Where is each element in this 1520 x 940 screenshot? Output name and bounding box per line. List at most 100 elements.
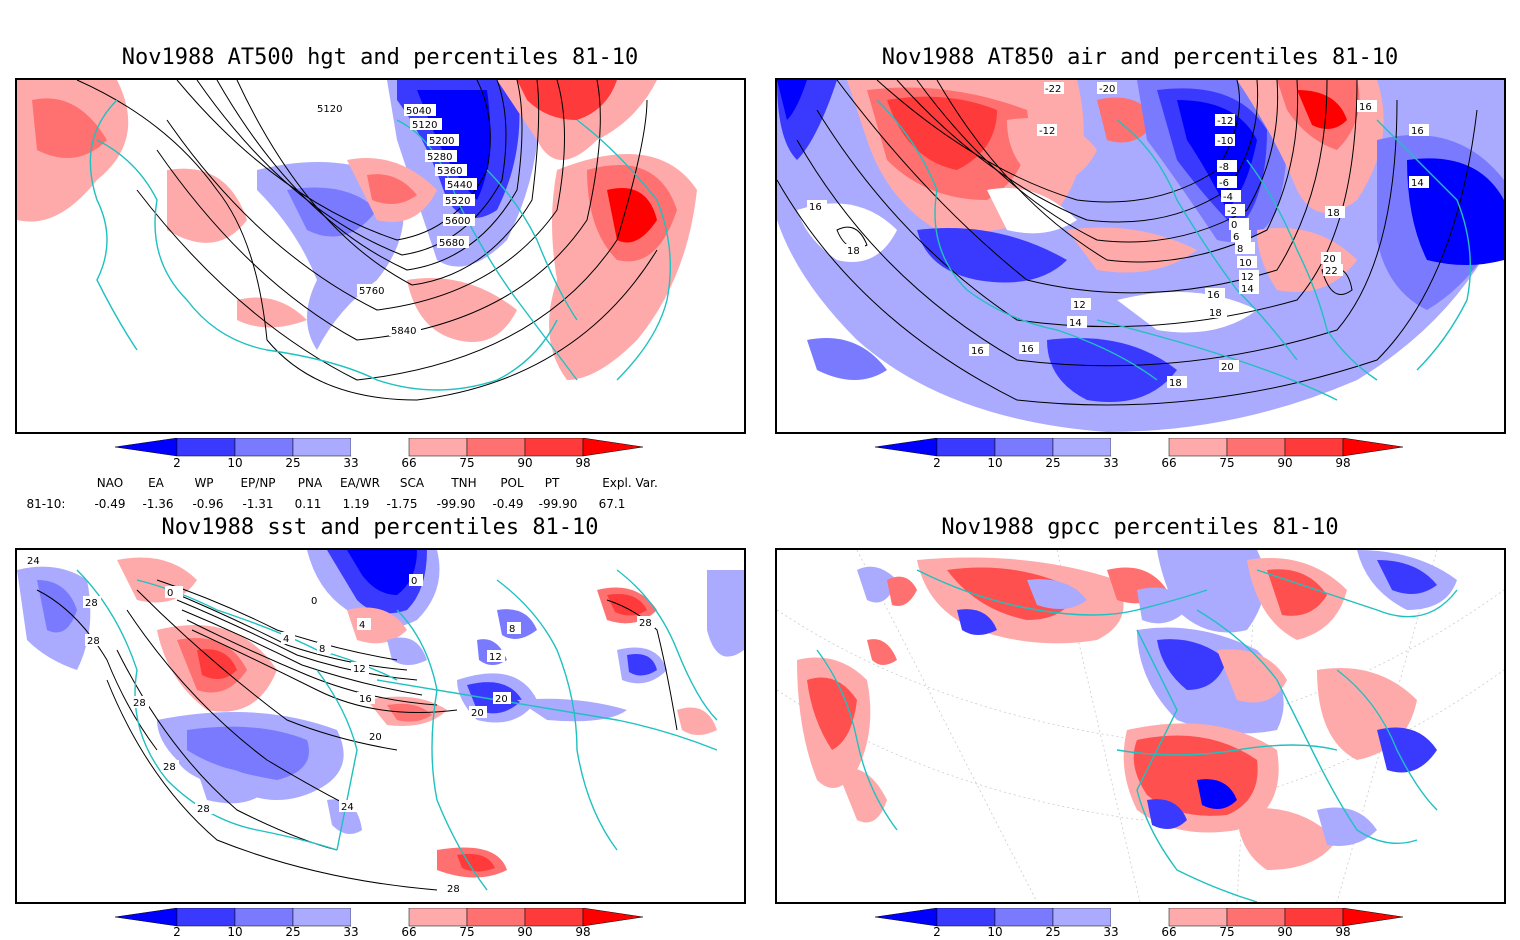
contour-label: 28 — [639, 618, 652, 629]
contour-label: 8 — [509, 624, 515, 635]
tele-header: WP — [194, 476, 214, 490]
colorbar-label: 2 — [933, 925, 941, 939]
contour-label: 5200 — [429, 136, 454, 147]
contour-label: 18 — [1209, 308, 1222, 319]
colorbar-label: 66 — [1161, 925, 1177, 939]
contour-label: 12 — [353, 664, 366, 675]
tele-header: Expl. Var. — [602, 476, 658, 490]
panel-title-gpcc: Nov1988 gpcc percentiles 81-10 — [941, 515, 1339, 540]
tele-header: EA/WR — [339, 476, 381, 490]
contour-label: 28 — [447, 884, 460, 895]
contour-label: -22 — [1045, 84, 1061, 95]
contour-label: -4 — [1223, 192, 1233, 203]
colorbar-label: 75 — [1219, 925, 1235, 939]
tele-value: -1.75 — [386, 497, 418, 511]
contour-label: 24 — [27, 556, 40, 567]
contour-label: 16 — [809, 202, 822, 213]
colorbar-label: 2 — [933, 456, 941, 470]
contour-label: 12 — [489, 652, 502, 663]
contour-label: 16 — [1021, 344, 1034, 355]
contour-label: 5040 — [406, 106, 431, 117]
contour-label: 4 — [283, 634, 289, 645]
colorbar-label: 98 — [575, 456, 591, 470]
contour-label: 20 — [1221, 362, 1234, 373]
contour-label: 28 — [163, 762, 176, 773]
contour-label: 28 — [87, 636, 100, 647]
tele-value: -1.36 — [142, 497, 174, 511]
contour-label: -12 — [1039, 126, 1055, 137]
map-air850: -22 -20 -12 -12 -10 -8 -6 -4 -2 0 6 8 10… — [775, 78, 1506, 434]
teleconnection-headers: NAO EA WP EP/NP PNA EA/WR SCA TNH POL PT… — [0, 476, 760, 492]
contour-label: 5840 — [391, 326, 416, 337]
contour-label: 5600 — [445, 216, 470, 227]
colorbar-bottom-right: 2 10 25 33 66 75 90 98 — [874, 907, 1405, 940]
contour-label: 5120 — [412, 120, 437, 131]
contour-label: 5280 — [427, 152, 452, 163]
colorbar-label: 25 — [285, 456, 301, 470]
contour-label: 14 — [1411, 178, 1424, 189]
colorbar-label: 75 — [1219, 456, 1235, 470]
tele-header: SCA — [399, 476, 425, 490]
tele-value: 67.1 — [598, 497, 626, 511]
colorbar-top-right: 2 10 25 33 66 75 90 98 — [874, 437, 1405, 478]
colorbar-label: 90 — [517, 925, 533, 939]
map-gpcc — [775, 548, 1506, 904]
contour-label: 16 — [1207, 290, 1220, 301]
colorbar-label: 2 — [173, 456, 181, 470]
colorbar-label: 90 — [1277, 456, 1293, 470]
teleconnection-values: 81-10: -0.49 -1.36 -0.96 -1.31 0.11 1.19… — [0, 497, 760, 513]
contour-label: 5360 — [437, 166, 462, 177]
contour-label: 5520 — [445, 196, 470, 207]
contour-label: 20 — [1323, 254, 1336, 265]
contour-label: 24 — [341, 802, 354, 813]
contour-label: 5680 — [439, 238, 464, 249]
contour-labels-air850: -22 -20 -12 -12 -10 -8 -6 -4 -2 0 6 8 10… — [807, 82, 1429, 389]
contour-label: -10 — [1217, 136, 1233, 147]
colorbar-label: 90 — [1277, 925, 1293, 939]
contour-label: 5440 — [447, 180, 472, 191]
colorbar-label: 25 — [1045, 456, 1061, 470]
contour-label: -8 — [1219, 162, 1229, 173]
contour-label: 10 — [1239, 258, 1252, 269]
colorbar-label: 75 — [459, 925, 475, 939]
contour-label: 0 — [411, 576, 417, 587]
contour-label: 28 — [133, 698, 146, 709]
tele-value: -99.90 — [538, 497, 578, 511]
contour-label: 14 — [1069, 318, 1082, 329]
contour-label: -12 — [1217, 116, 1233, 127]
contour-label: 20 — [369, 732, 382, 743]
tele-row-label: 81-10: — [26, 497, 66, 511]
colorbar-label: 75 — [459, 456, 475, 470]
contour-label: 18 — [1327, 208, 1340, 219]
tele-value: -99.90 — [436, 497, 476, 511]
colorbar-label: 10 — [987, 925, 1003, 939]
colorbar-label: 66 — [401, 456, 417, 470]
contour-label: 0 — [167, 588, 173, 599]
contour-label: 28 — [85, 598, 98, 609]
contour-label: 12 — [1241, 272, 1254, 283]
contour-labels-sst: 24 28 28 28 28 28 28 28 0 0 0 4 4 8 8 12… — [25, 554, 655, 895]
colorbar-bottom-left: 2 10 25 33 66 75 90 98 — [114, 907, 645, 940]
colorbar-label: 10 — [987, 456, 1003, 470]
panel-title-hgt500: Nov1988 AT500 hgt and percentiles 81-10 — [121, 45, 639, 70]
tele-header: PNA — [297, 476, 323, 490]
colorbar-label: 33 — [343, 456, 359, 470]
contour-label: 5120 — [317, 104, 342, 115]
map-hgt500: 5120 5040 5120 5200 5280 5360 5440 5520 … — [15, 78, 746, 434]
contour-label: 18 — [847, 246, 860, 257]
colorbar-label: 10 — [227, 925, 243, 939]
map-sst: 24 28 28 28 28 28 28 28 0 0 0 4 4 8 8 12… — [15, 548, 746, 904]
contour-label: 14 — [1241, 284, 1254, 295]
colorbar-label: 98 — [1335, 456, 1351, 470]
contour-label: 0 — [311, 596, 317, 607]
contour-label: 18 — [1169, 378, 1182, 389]
tele-value: -0.49 — [94, 497, 126, 511]
tele-value: -1.31 — [242, 497, 274, 511]
contour-label: 8 — [319, 644, 325, 655]
contour-label: 6 — [1233, 232, 1239, 243]
contour-label: 4 — [359, 620, 365, 631]
colorbar-label: 33 — [1103, 925, 1119, 939]
tele-header: POL — [500, 476, 524, 490]
colorbar-top-left: 2 10 25 33 66 75 90 98 — [114, 437, 645, 478]
colorbar-label: 90 — [517, 456, 533, 470]
